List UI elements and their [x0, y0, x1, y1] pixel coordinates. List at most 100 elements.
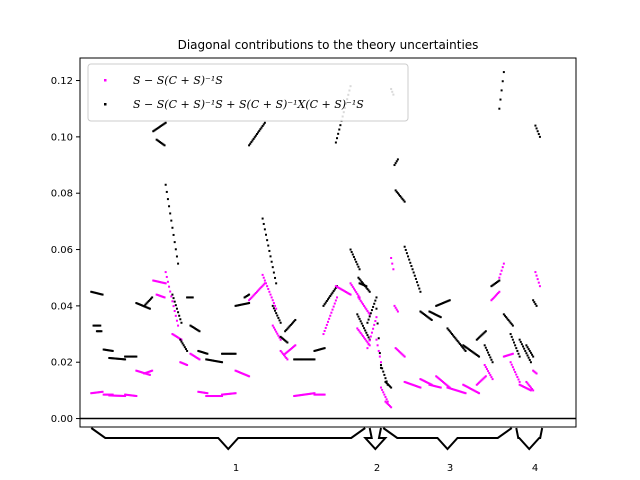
data-point-black	[469, 349, 472, 352]
data-point-black	[361, 283, 364, 286]
data-point-black	[517, 352, 520, 355]
data-point-magenta	[293, 345, 296, 348]
data-point-black	[313, 358, 316, 361]
data-point-magenta	[398, 350, 401, 353]
data-point-black	[470, 349, 473, 352]
data-point-black	[150, 297, 153, 300]
data-point-magenta	[419, 378, 422, 381]
data-point-magenta	[292, 346, 295, 349]
data-point-black	[106, 349, 109, 352]
data-point-magenta	[130, 394, 133, 397]
data-point-black	[271, 304, 274, 307]
data-point-black	[330, 293, 333, 296]
data-point-magenta	[92, 391, 95, 394]
data-point-black	[454, 337, 457, 340]
data-point-black	[98, 324, 101, 327]
y-tick-label: 0.04	[51, 301, 73, 312]
data-point-magenta	[334, 299, 337, 302]
data-point-black	[147, 307, 150, 310]
data-point-black	[131, 355, 134, 358]
data-point-magenta	[437, 386, 440, 388]
data-point-black	[399, 195, 402, 198]
data-point-magenta	[322, 393, 325, 396]
data-point-magenta	[232, 392, 235, 395]
data-point-magenta	[494, 294, 497, 297]
data-point-magenta	[376, 344, 379, 347]
data-point-black	[301, 358, 304, 361]
data-point-black	[457, 341, 460, 344]
data-point-magenta	[460, 390, 463, 393]
data-point-magenta	[489, 374, 492, 377]
y-tick-label: 0.06	[51, 245, 73, 256]
data-point-magenta	[392, 268, 395, 271]
data-point-magenta	[359, 299, 362, 302]
data-point-magenta	[268, 290, 271, 293]
data-point-magenta	[493, 295, 496, 298]
data-point-magenta	[407, 382, 410, 385]
data-point-black	[213, 359, 216, 362]
data-point-magenta	[284, 352, 287, 355]
data-point-black	[250, 141, 253, 144]
data-point-black	[295, 358, 298, 361]
data-point-black	[166, 198, 169, 201]
data-point-black	[280, 336, 283, 339]
data-point-magenta	[377, 349, 380, 352]
data-point-black	[153, 129, 156, 132]
data-point-magenta	[286, 358, 289, 361]
data-point-black	[99, 293, 102, 296]
data-point-black	[179, 318, 182, 321]
data-point-black	[190, 325, 193, 328]
data-point-black	[396, 192, 399, 195]
data-point-black	[98, 292, 101, 295]
data-point-black	[453, 335, 456, 338]
data-point-magenta	[515, 373, 518, 376]
data-point-black	[148, 298, 151, 301]
data-point-black	[480, 334, 483, 337]
data-point-black	[437, 315, 440, 318]
data-point-black	[177, 262, 180, 265]
data-point-magenta	[535, 274, 538, 277]
data-point-magenta	[213, 395, 216, 398]
data-point-black	[382, 370, 385, 373]
data-point-black	[325, 299, 328, 302]
data-point-magenta	[501, 266, 504, 269]
data-point-black	[97, 292, 100, 295]
data-point-black	[416, 281, 419, 284]
data-point-magenta	[529, 386, 532, 389]
data-point-black	[196, 328, 199, 331]
data-point-black	[414, 277, 417, 280]
data-point-black	[481, 333, 484, 336]
data-point-magenta	[233, 392, 236, 395]
data-point-magenta	[310, 392, 313, 395]
data-point-magenta	[432, 384, 435, 387]
data-point-black	[403, 245, 406, 248]
data-point-black	[492, 283, 495, 286]
data-point-black	[463, 345, 466, 348]
data-point-magenta	[525, 387, 528, 390]
data-point-magenta	[366, 309, 369, 312]
data-point-black	[522, 345, 525, 348]
data-point-black	[248, 144, 251, 147]
data-point-magenta	[338, 287, 341, 290]
data-point-black	[534, 303, 537, 305]
data-point-black	[240, 303, 243, 306]
data-point-black	[354, 258, 357, 261]
data-point-black	[420, 311, 423, 314]
data-point-black	[536, 130, 539, 133]
data-point-black	[97, 330, 100, 333]
data-point-black	[205, 352, 208, 355]
data-point-magenta	[420, 378, 423, 381]
data-point-magenta	[419, 386, 422, 389]
data-point-magenta	[98, 391, 101, 394]
data-points	[90, 71, 541, 409]
data-point-magenta	[90, 392, 93, 395]
data-point-magenta	[538, 285, 541, 288]
data-point-magenta	[215, 395, 218, 398]
data-point-black	[304, 358, 307, 361]
data-point-magenta	[307, 392, 310, 395]
data-point-magenta	[455, 389, 458, 392]
data-point-black	[284, 339, 287, 342]
data-point-magenta	[146, 371, 149, 374]
data-point-magenta	[141, 371, 143, 374]
data-point-magenta	[396, 349, 399, 352]
